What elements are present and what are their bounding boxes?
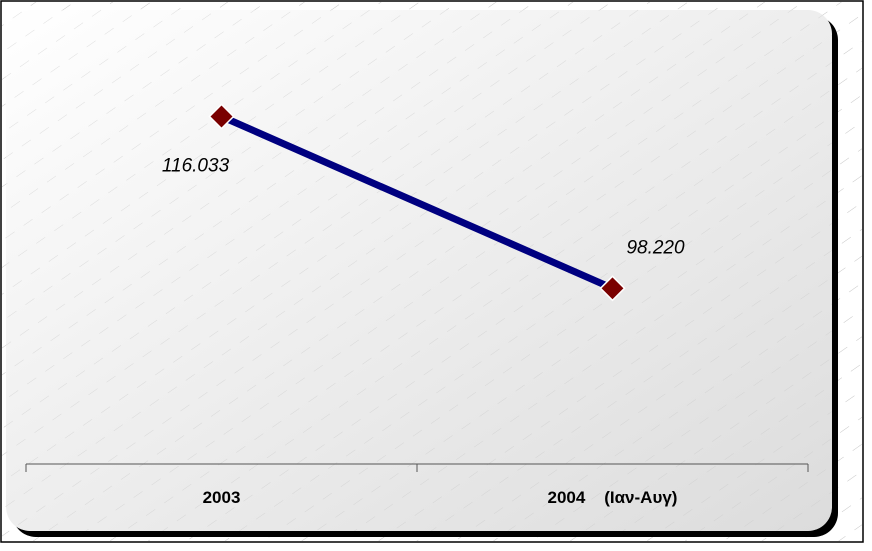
data-point-1 xyxy=(599,275,626,302)
data-point-0 xyxy=(208,103,235,130)
x-tick-label-0: 2003 xyxy=(203,488,241,507)
data-label-1: 98.220 xyxy=(626,237,685,258)
plot-panel-hatch xyxy=(6,10,832,531)
x-tick-label-1: 2004 (Ιαν-Αυγ) xyxy=(548,488,678,507)
data-label-0: 116.033 xyxy=(162,155,230,176)
series-line xyxy=(218,113,616,292)
